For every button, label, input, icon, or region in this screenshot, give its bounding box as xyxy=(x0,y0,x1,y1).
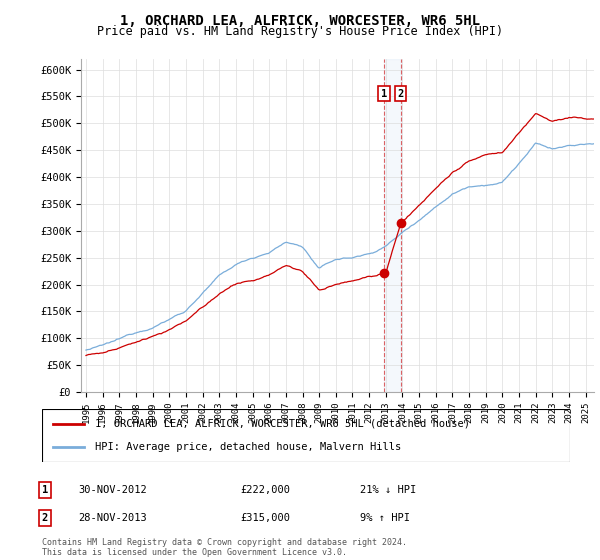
Text: 30-NOV-2012: 30-NOV-2012 xyxy=(78,485,147,495)
Text: HPI: Average price, detached house, Malvern Hills: HPI: Average price, detached house, Malv… xyxy=(95,442,401,452)
Text: 1, ORCHARD LEA, ALFRICK, WORCESTER, WR6 5HL (detached house): 1, ORCHARD LEA, ALFRICK, WORCESTER, WR6 … xyxy=(95,419,470,429)
Text: 28-NOV-2013: 28-NOV-2013 xyxy=(78,513,147,523)
Text: 1, ORCHARD LEA, ALFRICK, WORCESTER, WR6 5HL: 1, ORCHARD LEA, ALFRICK, WORCESTER, WR6 … xyxy=(120,14,480,28)
Bar xyxy=(384,59,401,392)
Text: £222,000: £222,000 xyxy=(240,485,290,495)
Text: 2: 2 xyxy=(42,513,48,523)
Text: 9% ↑ HPI: 9% ↑ HPI xyxy=(360,513,410,523)
Text: £315,000: £315,000 xyxy=(240,513,290,523)
Text: Contains HM Land Registry data © Crown copyright and database right 2024.
This d: Contains HM Land Registry data © Crown c… xyxy=(42,538,407,557)
Text: 1: 1 xyxy=(381,88,387,99)
Text: Price paid vs. HM Land Registry's House Price Index (HPI): Price paid vs. HM Land Registry's House … xyxy=(97,25,503,38)
Text: 2: 2 xyxy=(397,88,404,99)
Text: 1: 1 xyxy=(42,485,48,495)
Text: 21% ↓ HPI: 21% ↓ HPI xyxy=(360,485,416,495)
